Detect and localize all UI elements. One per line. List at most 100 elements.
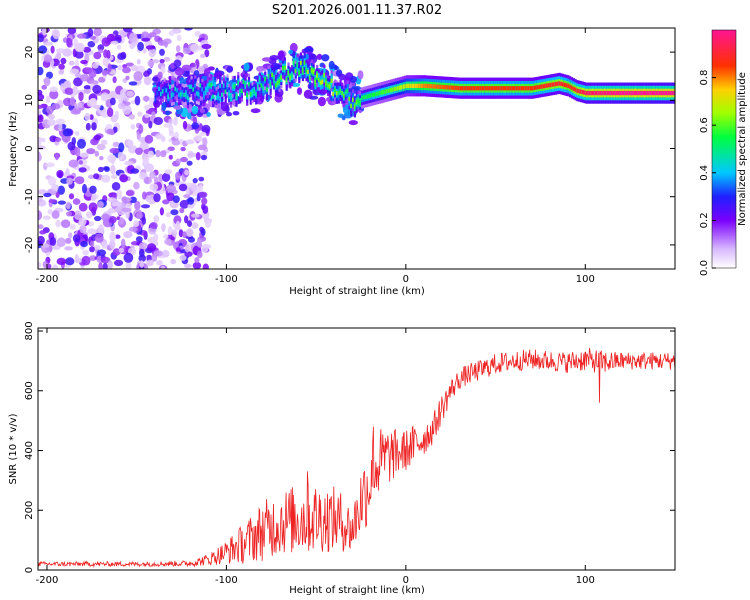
heatmap-cell bbox=[113, 259, 124, 267]
heatmap-cell bbox=[190, 43, 200, 53]
heatmap-cell bbox=[249, 92, 252, 97]
heatmap-cell bbox=[664, 90, 667, 96]
heatmap-cell bbox=[579, 89, 583, 94]
heatmap-cell bbox=[617, 90, 620, 96]
heatmap-cell bbox=[198, 191, 208, 198]
heatmap-cell bbox=[359, 100, 362, 105]
heatmap-cell bbox=[373, 92, 376, 97]
heatmap-cell bbox=[205, 220, 211, 228]
heatmap-cell bbox=[323, 73, 326, 78]
heatmap-cell bbox=[173, 105, 182, 110]
heatmap-cell bbox=[47, 208, 53, 215]
heatmap-cell bbox=[588, 90, 592, 96]
heatmap-cell bbox=[479, 86, 482, 91]
heatmap-cell bbox=[400, 85, 403, 90]
heatmap-cell bbox=[308, 75, 312, 80]
heatmap-cell bbox=[231, 84, 234, 89]
heatmap-cell bbox=[283, 65, 286, 71]
heatmap-cell bbox=[181, 91, 184, 97]
heatmap-cell bbox=[69, 96, 76, 107]
heatmap-cell bbox=[153, 176, 159, 184]
heatmap-cell bbox=[212, 94, 215, 99]
heatmap-cell bbox=[335, 91, 339, 96]
heatmap-cell bbox=[461, 86, 464, 91]
heatmap-cell bbox=[165, 110, 171, 116]
heatmap-cell bbox=[126, 139, 134, 147]
heatmap-cell bbox=[242, 79, 245, 84]
heatmap-cell bbox=[65, 201, 71, 210]
heatmap-cell bbox=[170, 209, 179, 216]
heatmap-cell bbox=[130, 168, 139, 174]
heatmap-cell bbox=[193, 70, 200, 76]
heatmap-cell bbox=[386, 89, 389, 94]
heatmap-cell bbox=[185, 139, 195, 145]
heatmap-cell bbox=[597, 90, 600, 96]
heatmap-cell bbox=[175, 45, 181, 53]
heatmap-cell bbox=[159, 207, 164, 216]
heatmap-cell bbox=[201, 43, 212, 50]
heatmap-cell bbox=[395, 86, 398, 91]
heatmap-cell bbox=[492, 86, 495, 91]
heatmap-cell bbox=[143, 70, 150, 78]
heatmap-cell bbox=[148, 47, 156, 58]
heatmap-cell bbox=[594, 90, 597, 96]
heatmap-cell bbox=[123, 28, 133, 33]
heatmap-cell bbox=[99, 156, 104, 161]
heatmap-cell bbox=[316, 53, 323, 61]
heatmap-cell bbox=[596, 90, 599, 96]
heatmap-cell bbox=[459, 86, 462, 91]
heatmap-cell bbox=[101, 37, 111, 47]
heatmap-cell bbox=[173, 59, 182, 68]
heatmap-cell bbox=[631, 90, 635, 96]
heatmap-cell bbox=[146, 259, 154, 267]
heatmap-cell bbox=[226, 66, 234, 73]
heatmap-cell bbox=[341, 115, 346, 121]
heatmap-cell bbox=[154, 97, 157, 102]
heatmap-cell bbox=[123, 252, 134, 263]
heatmap-cell bbox=[112, 76, 117, 84]
heatmap-cell bbox=[125, 62, 134, 67]
heatmap-cell bbox=[96, 201, 104, 208]
colorbar-tick-label: 0.0 bbox=[699, 260, 710, 276]
heatmap-cell bbox=[158, 86, 161, 91]
heatmap-cell bbox=[262, 86, 265, 91]
heatmap-cell bbox=[72, 198, 81, 205]
heatmap-cell bbox=[68, 232, 73, 239]
heatmap-cell bbox=[93, 28, 102, 37]
heatmap-cell bbox=[445, 85, 448, 90]
heatmap-cell bbox=[64, 246, 73, 251]
heatmap-cell bbox=[38, 235, 45, 245]
heatmap-cell bbox=[418, 83, 421, 88]
heatmap-cell bbox=[210, 82, 213, 87]
heatmap-cell bbox=[129, 43, 135, 50]
heatmap-cell bbox=[169, 84, 172, 89]
heatmap-cell bbox=[291, 73, 294, 78]
heatmap-cell bbox=[48, 176, 57, 186]
heatmap-cell bbox=[107, 154, 117, 163]
heatmap-cell bbox=[276, 80, 279, 86]
heatmap-cell bbox=[436, 84, 439, 89]
heatmap-cell bbox=[57, 185, 65, 195]
heatmap-cell bbox=[160, 150, 167, 158]
heatmap-cell bbox=[339, 88, 342, 93]
heatmap-cell bbox=[201, 203, 206, 211]
heatmap-cell bbox=[164, 41, 168, 48]
heatmap-cell bbox=[309, 53, 316, 60]
heatmap-cell bbox=[187, 152, 197, 157]
heatmap-cell bbox=[240, 88, 243, 94]
heatmap-cell bbox=[157, 71, 163, 80]
heatmap-cell bbox=[77, 138, 86, 149]
colorbar-tick-label: 0.2 bbox=[699, 212, 710, 228]
heatmap-cell bbox=[380, 90, 383, 95]
y-tick-label: 200 bbox=[24, 501, 35, 520]
heatmap-cell bbox=[576, 88, 579, 93]
heatmap-cell bbox=[161, 223, 166, 232]
heatmap-cell bbox=[448, 85, 452, 90]
heatmap-cell bbox=[317, 96, 326, 107]
heatmap-cell bbox=[186, 229, 193, 237]
heatmap-cell bbox=[73, 38, 79, 49]
heatmap-cell bbox=[673, 90, 675, 96]
heatmap-cell bbox=[547, 83, 550, 88]
heatmap-cell bbox=[522, 86, 525, 91]
